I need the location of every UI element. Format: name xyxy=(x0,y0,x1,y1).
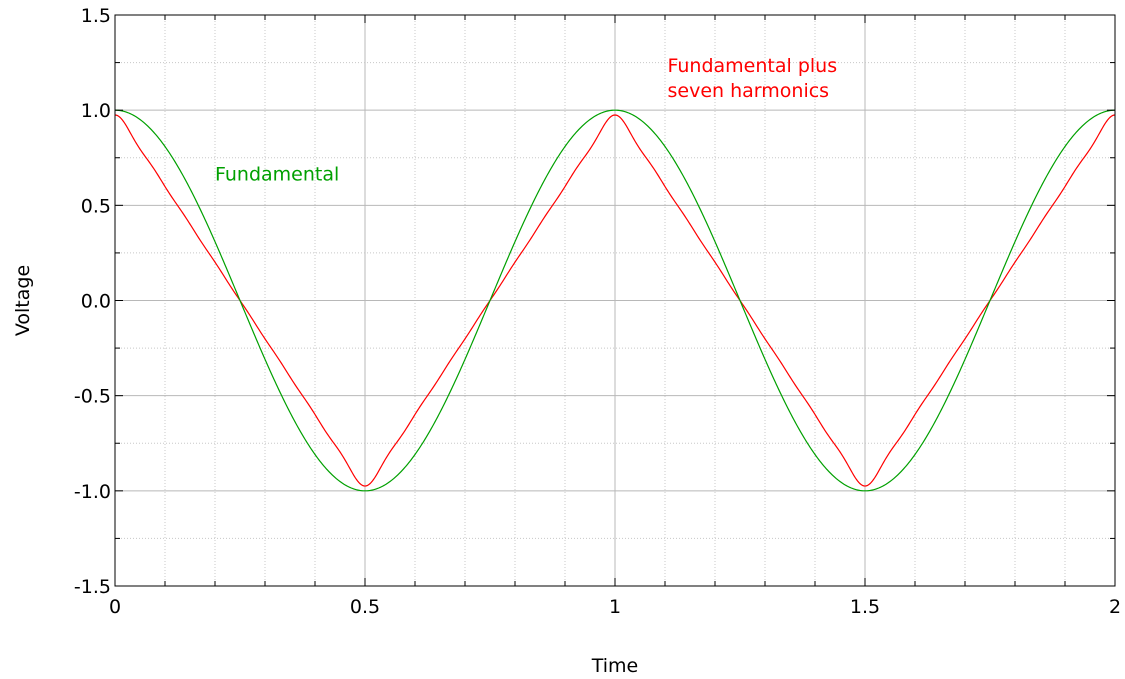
x-tick-label: 0 xyxy=(109,596,121,618)
annotation-harmonics: Fundamental plus xyxy=(668,55,838,77)
ticks xyxy=(114,14,1116,587)
y-tick-label: -1.5 xyxy=(74,576,111,598)
annotation-fundamental: Fundamental xyxy=(215,164,339,186)
y-tick-label: 0.5 xyxy=(81,195,111,217)
series-fundamental-line xyxy=(114,109,1116,492)
series-layer xyxy=(114,109,1116,492)
y-tick-label: -0.5 xyxy=(74,386,111,408)
x-axis-title: Time xyxy=(591,655,639,677)
y-tick-label: 1.0 xyxy=(81,100,111,122)
annotations: Fundamental Fundamental plus seven harmoni… xyxy=(215,55,837,185)
x-tick-label: 0.5 xyxy=(350,596,380,618)
y-tick-label: 0.0 xyxy=(81,291,111,313)
y-tick-label: -1.0 xyxy=(74,481,111,503)
x-tick-label: 2 xyxy=(1109,596,1121,618)
grid xyxy=(114,14,1116,587)
y-axis-title: Voltage xyxy=(12,265,34,336)
tick-labels: 0 0.5 1 1.5 2 1.5 1.0 0.5 0.0 -0.5 -1.0 -1.5 xyxy=(74,5,1121,618)
x-tick-label: 1 xyxy=(609,596,621,618)
series-harmonics-line xyxy=(114,114,1116,487)
x-tick-label: 1.5 xyxy=(850,596,880,618)
y-tick-label: 1.5 xyxy=(81,5,111,27)
annotation-harmonics: seven harmonics xyxy=(668,80,830,102)
